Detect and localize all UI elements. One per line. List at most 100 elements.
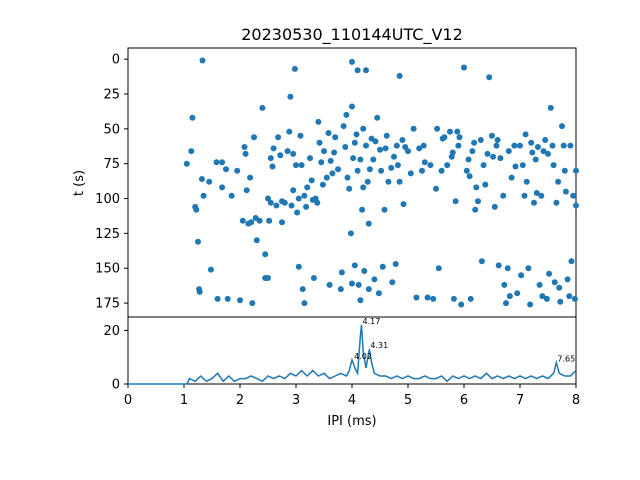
raster-point [508,174,515,181]
raster-point [247,174,254,181]
raster-point [385,178,392,185]
raster-point [319,181,326,188]
raster-point [228,192,235,199]
raster-point [277,152,284,159]
raster-point [454,128,461,135]
raster-point [249,300,256,307]
raster-point [475,198,481,205]
raster-point [375,290,382,297]
raster-point [379,263,386,270]
raster-point [522,131,529,138]
raster-point [357,297,364,304]
raster-point [399,137,406,143]
raster-point [553,199,560,206]
raster-point [354,67,361,74]
raster-point [310,275,317,281]
raster-point [466,173,473,180]
raster-point [557,298,564,305]
ipi-histogram: 0 20 0 1 2 3 4 5 6 7 8 4.17 4.31 4.02 7.65 IPI (ms) [103,316,580,429]
raster-point [242,150,249,157]
ipi-x-ticks: 0 1 2 3 4 5 6 7 8 [124,384,580,408]
ipi-y-tick-label: 0 [112,378,120,393]
raster-point [363,67,369,74]
raster-point [357,156,364,163]
raster-point [525,265,532,272]
raster-point [472,206,479,213]
raster-point [396,72,403,79]
raster-point [248,219,255,226]
raster-point [364,178,371,185]
ipi-x-axis-label: IPI (ms) [327,414,376,429]
raster-point [467,295,474,302]
raster-point [400,201,407,208]
raster-point [253,237,260,244]
raster-point [543,295,550,302]
raster-point [435,265,442,272]
ipi-x-tick-label: 0 [124,393,132,408]
raster-point [573,167,579,174]
raster-point [421,159,428,166]
raster-point [188,148,195,155]
raster-point [480,162,487,169]
raster-point [366,166,373,173]
raster-point [349,280,355,287]
raster-point [359,206,366,213]
peak-label: 7.65 [557,355,575,364]
raster-point [189,114,196,121]
raster-point [298,162,305,169]
raster-point [549,142,556,149]
raster-point [568,258,575,265]
raster-point [564,276,571,283]
raster-point [349,103,355,110]
raster-point [223,166,229,173]
raster-point [361,268,368,274]
raster-point [546,270,553,277]
ipi-histogram-frame [127,316,577,385]
raster-point [478,258,485,265]
raster-point [447,128,453,135]
raster-point [539,293,546,300]
raster-point [308,177,315,184]
raster-point [519,162,526,169]
ipi-y-tick-label: 20 [103,324,120,339]
raster-point [506,293,513,300]
raster-point [521,192,528,199]
raster-point [219,159,226,166]
raster-point [327,157,334,164]
raster-point [262,251,269,258]
raster-point [542,137,549,143]
raster-point [482,181,489,188]
raster-point [193,206,200,213]
raster-y-tick-label: 0 [112,53,120,68]
raster-point [465,156,472,163]
raster-point [318,159,325,166]
ipi-x-tick-label: 5 [404,393,412,408]
raster-point [486,74,493,81]
raster-point [551,279,558,286]
raster-point [337,286,344,293]
raster-point [567,142,574,149]
raster-point [275,134,282,141]
raster-point [381,206,388,213]
raster-point [325,130,332,136]
raster-point [251,134,257,141]
raster-point [338,269,345,276]
raster-point [342,144,349,150]
raster-point [351,139,358,146]
peak-label: 4.31 [370,341,388,350]
raster-point [350,155,357,162]
raster-point [493,142,500,149]
ipi-x-tick-label: 4 [348,393,356,408]
raster-plot: 0 25 50 75 100 125 150 175 t (s) [72,47,579,318]
raster-point [335,166,341,173]
raster-point [391,153,397,160]
raster-plot-frame [127,47,577,318]
raster-y-axis-label: t (s) [72,170,87,196]
ipi-line [128,324,577,385]
raster-point [239,217,246,224]
raster-point [363,142,369,149]
raster-point [495,262,502,269]
raster-point [269,163,276,170]
raster-point [326,281,333,288]
